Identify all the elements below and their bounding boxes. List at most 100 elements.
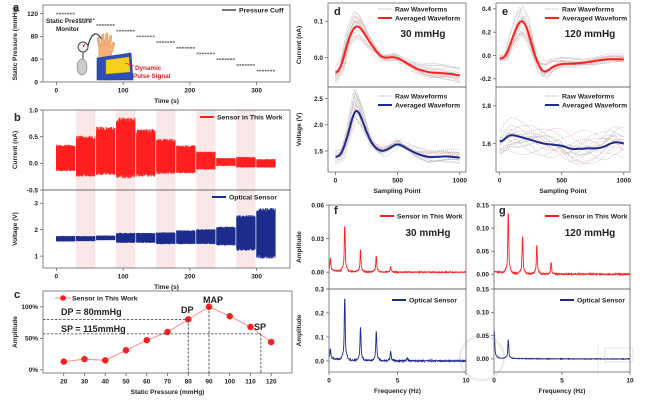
x-tick-label: 10 xyxy=(626,378,634,385)
legend-label: Pressure Cuff xyxy=(239,7,284,14)
dp-annotation: DP = 80mmHg xyxy=(61,307,122,317)
raw-waveform xyxy=(335,112,460,154)
raw-waveform xyxy=(499,132,624,158)
map-label: MAP xyxy=(203,295,223,305)
signal-segment xyxy=(216,226,236,246)
plot-area xyxy=(335,88,460,164)
signal-segment xyxy=(236,156,256,168)
y-tick-label: 0.10 xyxy=(476,310,489,317)
y-tick-label: 0 xyxy=(34,79,38,86)
y-tick-label: 2.0 xyxy=(314,122,323,129)
amplitude-point xyxy=(143,337,150,344)
x-axis-label: Frequency (Hz) xyxy=(374,388,421,395)
panel-letter: b xyxy=(14,112,21,124)
x-tick-label: 100 xyxy=(118,274,129,281)
signal-segment xyxy=(156,232,176,245)
y-axis-label: Current (nA) xyxy=(12,131,19,169)
signal-segment xyxy=(176,230,196,245)
spectrum-trace xyxy=(329,298,466,364)
x-tick-label: 40 xyxy=(102,379,110,386)
raw-waveform xyxy=(499,7,624,76)
inset-label-pulse: Pulse Signal xyxy=(133,73,171,80)
raw-waveform xyxy=(499,124,625,149)
amplitude-point xyxy=(247,323,254,331)
y-tick-label: 1.5 xyxy=(314,148,323,155)
x-axis-label: Time (s) xyxy=(154,98,179,105)
y-tick-label: 0.03 xyxy=(311,236,324,243)
inset-label-monitor: Monitor xyxy=(56,26,80,33)
watermark-news-mark xyxy=(604,347,634,363)
x-tick-label: 100 xyxy=(118,88,129,95)
y-tick-label: 0.15 xyxy=(476,202,489,209)
raw-waveform xyxy=(335,100,460,158)
raw-waveform xyxy=(335,118,460,154)
plot-frame xyxy=(42,4,291,83)
y-axis-label: Static Pressure (mmHg) xyxy=(12,7,19,81)
signal-segment xyxy=(256,207,276,259)
raw-waveform xyxy=(499,19,624,74)
legend-label: Sensor in This Work xyxy=(217,114,283,121)
x-tick-label: 1000 xyxy=(617,178,632,185)
raw-waveform xyxy=(499,32,624,66)
plot-area xyxy=(56,12,276,72)
signal-segment xyxy=(96,126,116,176)
y-tick-label: -0.2 xyxy=(480,76,492,83)
y-axis-label: Amplitude xyxy=(12,316,19,348)
y-tick-label: 0.06 xyxy=(311,202,324,209)
legend-label: Sensor in This Work xyxy=(562,213,628,220)
condition-label: 30 mmHg xyxy=(405,228,450,239)
x-tick-label: 20 xyxy=(60,379,68,386)
x-tick-label: 0 xyxy=(492,378,496,385)
legend-label: Raw Waveforms xyxy=(562,6,614,13)
watermark-seal xyxy=(459,335,505,381)
plot-frame xyxy=(42,189,291,269)
x-tick-label: 1000 xyxy=(453,178,468,185)
plot-area xyxy=(329,226,466,275)
averaged-waveform xyxy=(335,25,460,77)
legend-label: Averaged Waveform xyxy=(395,15,460,22)
x-tick-label: 200 xyxy=(184,274,195,281)
raw-waveform xyxy=(499,33,624,66)
x-tick-label: 5 xyxy=(396,378,400,385)
x-tick-label: 5 xyxy=(560,378,564,385)
panel-letter: c xyxy=(14,289,20,301)
plot-area xyxy=(494,330,630,361)
y-tick-label: 0.4 xyxy=(482,6,491,13)
raw-waveform xyxy=(335,15,460,82)
x-tick-label: 30 xyxy=(81,379,89,386)
x-tick-label: 120 xyxy=(266,379,277,386)
y-axis-label: Voltage (V) xyxy=(12,212,19,245)
amplitude-point xyxy=(226,313,233,320)
signal-segment xyxy=(96,235,116,241)
inflation-bulb-icon xyxy=(76,58,88,76)
plot-area xyxy=(499,4,624,79)
sensor-patch-icon xyxy=(105,56,131,75)
raw-waveform xyxy=(335,36,460,71)
plot-frame xyxy=(327,86,467,173)
x-tick-label: 500 xyxy=(556,178,567,185)
spectrum-trace xyxy=(494,330,630,361)
spectrum-trace xyxy=(494,212,630,277)
amplitude-point xyxy=(81,355,88,363)
raw-waveform xyxy=(335,104,460,158)
panel-letter: d xyxy=(334,6,341,18)
legend-label: Optical Sensor xyxy=(229,194,277,201)
averaged-waveform xyxy=(335,109,460,159)
raw-waveform xyxy=(499,16,624,74)
y-tick-label: 0.0 xyxy=(482,53,491,60)
sp-annotation: SP = 115mmHg xyxy=(61,324,126,334)
signal-segment xyxy=(236,215,256,251)
y-tick-label: 50% xyxy=(25,336,38,343)
raw-waveform xyxy=(335,20,460,77)
y-tick-label: 0% xyxy=(29,367,39,374)
x-tick-label: 50 xyxy=(122,379,130,386)
signal-segment xyxy=(196,151,216,170)
raw-waveform xyxy=(499,126,624,148)
y-tick-label: 0.00 xyxy=(311,270,324,277)
x-tick-label: 500 xyxy=(392,178,403,185)
panel-letter: g xyxy=(499,205,506,217)
y-tick-label: 0.2 xyxy=(315,310,324,317)
x-tick-label: 60 xyxy=(143,379,151,386)
y-tick-label: 0.2 xyxy=(482,29,491,36)
raw-waveform xyxy=(499,130,624,154)
